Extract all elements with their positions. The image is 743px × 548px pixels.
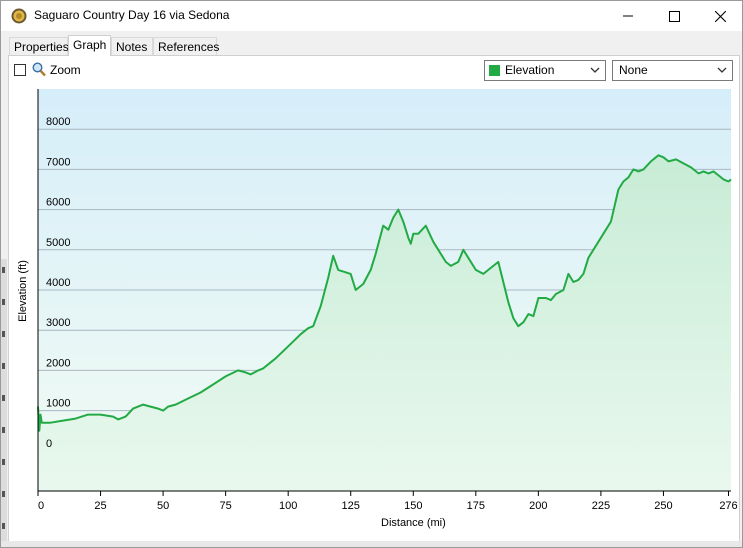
y-tick-label: 1000 — [46, 398, 70, 410]
tab-properties[interactable]: Properties — [9, 37, 69, 55]
x-tick-label: 125 — [342, 500, 360, 512]
title-bar[interactable]: Saguaro Country Day 16 via Sedona — [1, 1, 742, 31]
chevron-down-icon — [717, 67, 727, 73]
second-series-select[interactable]: None — [612, 60, 733, 81]
elevation-area-fill — [38, 155, 731, 492]
x-axis-title: Distance (mi) — [381, 517, 446, 529]
tab-references[interactable]: References — [153, 37, 219, 55]
series-color-swatch — [489, 65, 500, 76]
x-tick-label: 200 — [529, 500, 547, 512]
second-select-value: None — [619, 63, 648, 77]
y-tick-label: 3000 — [46, 317, 70, 329]
y-tick-label: 4000 — [46, 277, 70, 289]
elevation-series-line — [37, 154, 732, 432]
background-window-fragment — [1, 541, 742, 547]
chevron-down-icon — [590, 67, 600, 73]
x-tick-label: 50 — [157, 500, 169, 512]
x-tick-label: 75 — [220, 500, 232, 512]
x-tick-label: 100 — [279, 500, 297, 512]
tab-graph[interactable]: Graph — [68, 35, 111, 56]
series-select[interactable]: Elevation — [484, 60, 606, 81]
x-tick-label: 25 — [94, 500, 106, 512]
x-tick-label: 0 — [38, 500, 44, 512]
app-logo-icon — [11, 8, 27, 24]
y-tick-label: 5000 — [46, 237, 70, 249]
minimize-button[interactable] — [605, 1, 651, 31]
left-edge-window-fragment — [1, 259, 7, 547]
x-tick-label: 150 — [404, 500, 422, 512]
y-tick-label: 7000 — [46, 156, 70, 168]
y-tick-label: 8000 — [46, 116, 70, 128]
tab-notes[interactable]: Notes — [111, 37, 153, 55]
zoom-checkbox[interactable] — [14, 64, 26, 76]
minimize-icon — [623, 15, 633, 17]
y-tick-label: 2000 — [46, 357, 70, 369]
close-icon — [714, 10, 726, 22]
y-tick-label: 6000 — [46, 197, 70, 209]
y-axis-title: Elevation (ft) — [17, 260, 29, 322]
x-tick-label: 175 — [467, 500, 485, 512]
series-select-value: Elevation — [505, 63, 555, 77]
maximize-button[interactable] — [651, 1, 697, 31]
y-tick-label: 0 — [46, 438, 52, 450]
x-tick-label: 250 — [654, 500, 672, 512]
window-title: Saguaro Country Day 16 via Sedona — [34, 8, 230, 22]
magnifier-icon — [32, 62, 46, 77]
x-tick-label: 225 — [592, 500, 610, 512]
maximize-icon — [668, 10, 680, 22]
zoom-label: Zoom — [50, 63, 81, 77]
x-tick-label: 276 — [719, 500, 737, 512]
close-button[interactable] — [697, 1, 742, 31]
